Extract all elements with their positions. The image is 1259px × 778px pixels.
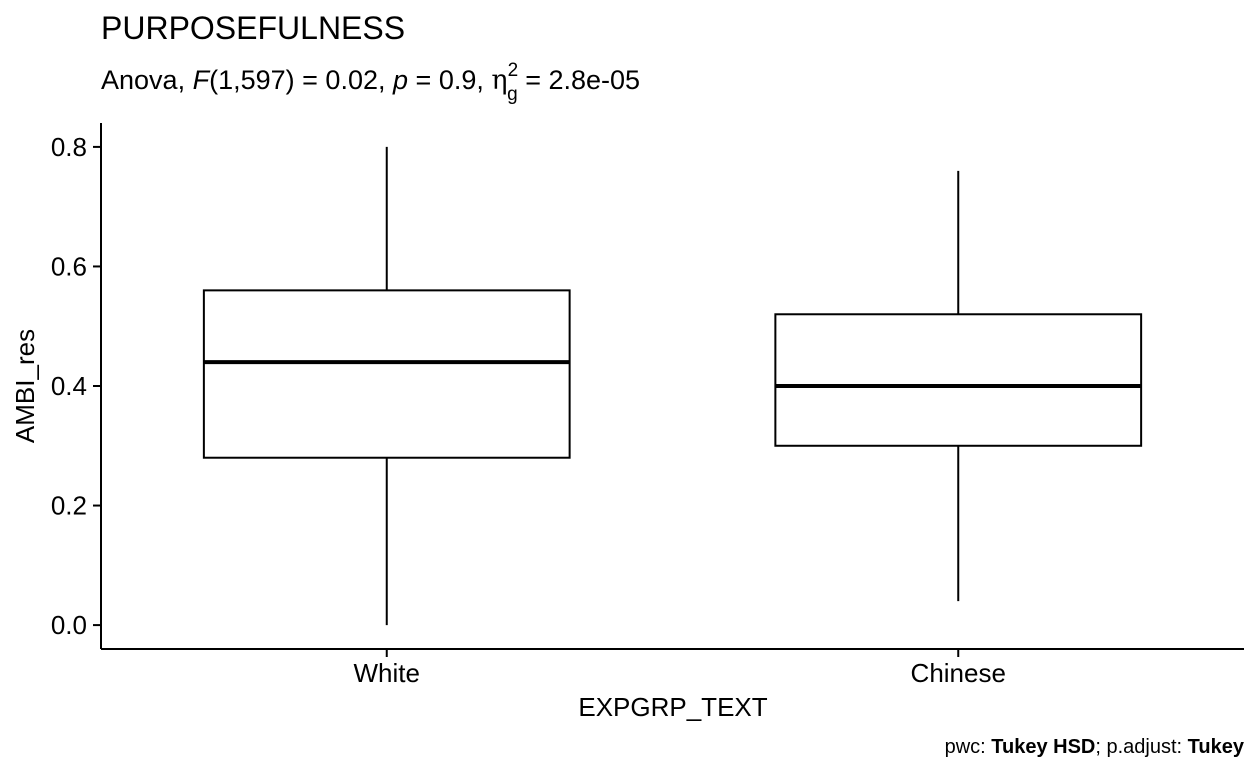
box-chinese bbox=[774, 313, 1143, 447]
y-axis-title: AMBI_res bbox=[10, 329, 40, 443]
chart-caption: pwc: Tukey HSD; p.adjust: Tukey bbox=[945, 736, 1245, 758]
chart-title: PURPOSEFULNESS bbox=[101, 10, 405, 46]
subtitle-effect-value: 2.8e-05 bbox=[549, 65, 641, 95]
box-white bbox=[202, 289, 571, 459]
y-tick-label: 0.6 bbox=[51, 251, 87, 281]
plot-area: 0.0 0.2 0.4 0.6 0.8 White Chinese bbox=[51, 123, 1244, 688]
caption-pwc-label: pwc: bbox=[945, 736, 992, 758]
subtitle-effect-sub: g bbox=[507, 84, 518, 105]
subtitle-stat-symbol: F bbox=[193, 65, 211, 95]
subtitle-stat-value: 0.02 bbox=[325, 65, 378, 95]
y-tick-label: 0.0 bbox=[51, 610, 87, 640]
chart-subtitle: Anova, F(1,597) = 0.02, p = 0.9, η2 g = 2… bbox=[101, 60, 640, 105]
caption-adjust-value: Tukey bbox=[1188, 736, 1245, 758]
subtitle-df: (1,597) bbox=[209, 65, 295, 95]
caption-pwc-value: Tukey HSD bbox=[991, 736, 1095, 758]
x-tick-label: Chinese bbox=[911, 658, 1006, 688]
y-tick-label: 0.4 bbox=[51, 371, 87, 401]
y-tick-label: 0.2 bbox=[51, 491, 87, 521]
subtitle-effect-symbol: η bbox=[491, 65, 507, 96]
x-tick-label: White bbox=[354, 658, 420, 688]
caption-sep: ; bbox=[1095, 736, 1106, 758]
x-axis-title: EXPGRP_TEXT bbox=[578, 692, 767, 722]
subtitle-p-symbol: p bbox=[392, 65, 408, 95]
subtitle-effect-sup: 2 bbox=[508, 60, 519, 81]
caption-adjust-label: p.adjust: bbox=[1107, 736, 1188, 758]
subtitle-p-value: 0.9 bbox=[439, 65, 477, 95]
subtitle-test: Anova bbox=[101, 65, 179, 95]
y-tick-label: 0.8 bbox=[51, 132, 87, 162]
